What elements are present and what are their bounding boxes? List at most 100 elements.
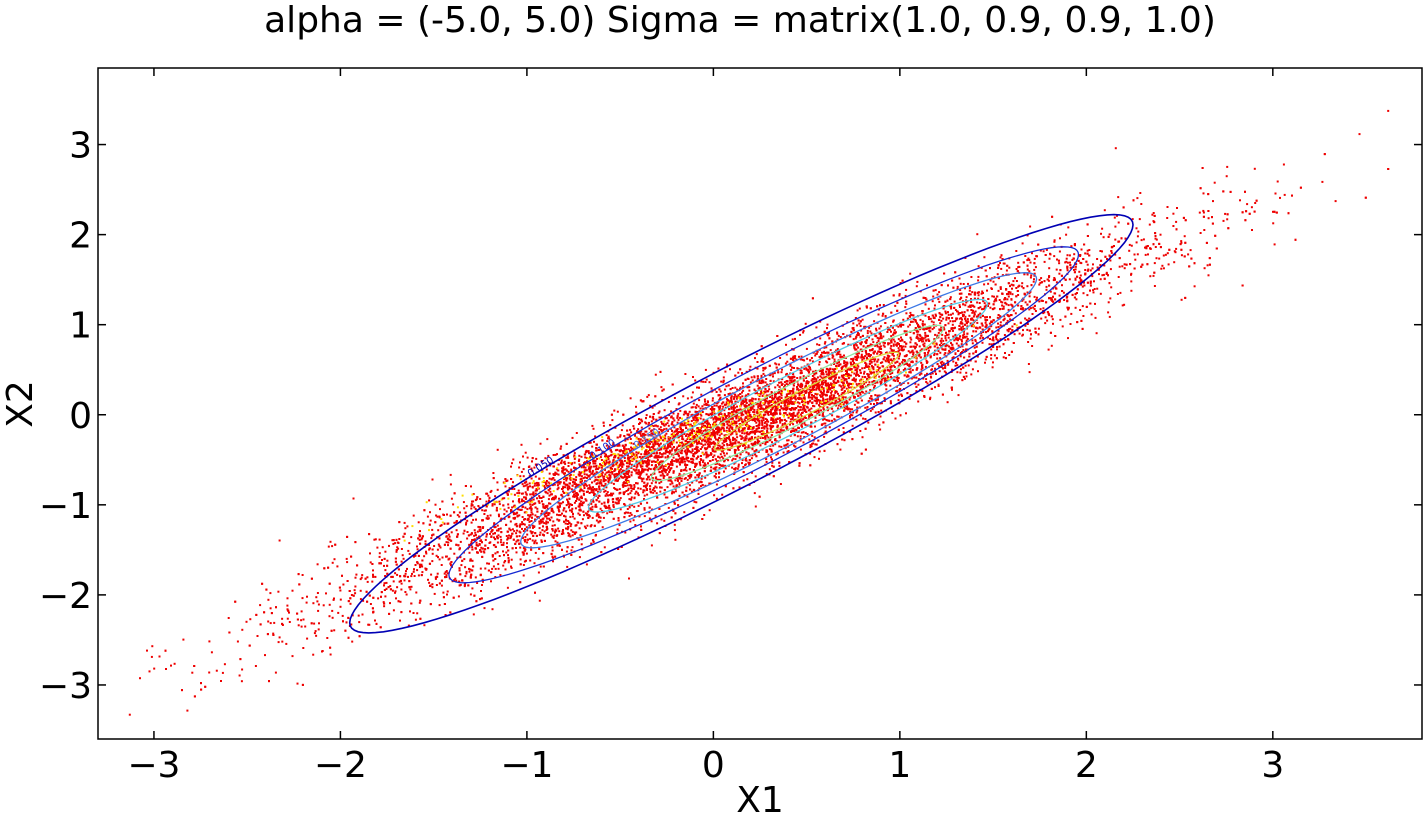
scatter-point xyxy=(614,473,617,476)
scatter-point xyxy=(857,352,860,355)
scatter-point xyxy=(1086,263,1089,266)
scatter-point xyxy=(604,482,607,485)
scatter-point xyxy=(521,521,524,524)
scatter-point xyxy=(1096,266,1099,269)
scatter-point xyxy=(605,461,608,464)
scatter-point xyxy=(1029,261,1032,264)
scatter-point xyxy=(1134,258,1137,261)
scatter-point xyxy=(532,494,535,497)
scatter-point xyxy=(641,480,644,483)
scatter-point xyxy=(405,593,408,596)
scatter-point xyxy=(699,413,702,416)
scatter-point xyxy=(507,554,509,557)
scatter-point xyxy=(673,426,676,429)
scatter-point xyxy=(620,429,623,432)
scatter-point xyxy=(551,529,554,532)
scatter-point xyxy=(1026,285,1029,288)
scatter-point xyxy=(535,489,538,492)
scatter-point xyxy=(785,443,788,446)
scatter-point xyxy=(541,520,544,523)
scatter-point xyxy=(668,471,671,474)
scatter-point xyxy=(856,309,859,312)
scatter-point xyxy=(790,441,793,443)
scatter-point xyxy=(686,450,689,453)
scatter-point xyxy=(880,409,883,412)
scatter-point xyxy=(1172,225,1175,227)
scatter-point xyxy=(547,521,549,524)
scatter-point xyxy=(414,618,417,621)
scatter-point xyxy=(769,396,772,398)
scatter-point xyxy=(637,487,640,490)
scatter-point xyxy=(791,402,794,405)
scatter-point xyxy=(300,610,303,613)
scatter-point xyxy=(761,421,764,423)
scatter-point xyxy=(406,567,408,570)
scatter-point xyxy=(1066,254,1069,257)
scatter-point xyxy=(762,360,765,363)
scatter-point xyxy=(654,373,657,376)
scatter-point xyxy=(837,415,840,418)
scatter-point xyxy=(822,390,825,393)
scatter-point xyxy=(604,489,607,492)
scatter-point xyxy=(1161,264,1164,267)
scatter-point xyxy=(593,494,595,497)
scatter-point xyxy=(625,490,628,492)
scatter-point xyxy=(905,312,908,315)
scatter-point xyxy=(465,515,468,518)
scatter-point xyxy=(377,597,380,600)
scatter-point xyxy=(783,381,786,384)
scatter-point xyxy=(961,311,964,314)
scatter-point xyxy=(381,559,383,561)
scatter-point xyxy=(745,398,748,401)
scatter-point xyxy=(905,302,908,305)
scatter-point xyxy=(1068,254,1071,257)
scatter-point xyxy=(794,415,797,417)
scatter-point xyxy=(1007,330,1010,333)
scatter-point xyxy=(729,400,732,403)
scatter-point xyxy=(541,500,543,503)
scatter-point xyxy=(825,376,827,379)
scatter-point xyxy=(538,599,541,602)
scatter-point xyxy=(704,448,707,451)
scatter-point xyxy=(854,358,857,361)
scatter-point xyxy=(893,366,896,368)
scatter-point xyxy=(521,498,524,501)
scatter-point xyxy=(770,456,772,459)
scatter-point xyxy=(730,406,733,409)
scatter-point xyxy=(407,575,409,578)
scatter-point xyxy=(296,682,299,685)
scatter-point xyxy=(736,445,739,448)
scatter-point xyxy=(638,456,641,458)
scatter-point xyxy=(859,430,862,432)
scatter-point xyxy=(927,338,930,341)
scatter-point xyxy=(698,442,701,445)
scatter-point xyxy=(627,489,630,492)
scatter-point xyxy=(845,399,848,402)
scatter-point xyxy=(622,476,625,479)
scatter-point xyxy=(1072,257,1075,260)
scatter-point xyxy=(267,620,270,623)
scatter-point xyxy=(906,364,909,367)
scatter-point xyxy=(1148,223,1151,226)
scatter-point xyxy=(782,407,785,410)
scatter-point xyxy=(482,550,485,553)
scatter-point xyxy=(944,334,947,337)
scatter-point xyxy=(564,472,566,475)
scatter-point xyxy=(883,345,886,348)
scatter-point xyxy=(876,343,878,346)
scatter-point xyxy=(801,401,803,403)
scatter-point xyxy=(585,563,588,566)
scatter-point xyxy=(697,405,700,408)
scatter-point xyxy=(924,374,926,377)
scatter-point xyxy=(534,489,537,492)
scatter-point xyxy=(446,513,448,516)
scatter-point xyxy=(1107,301,1110,304)
scatter-point xyxy=(745,437,748,440)
scatter-point xyxy=(924,331,927,334)
scatter-point xyxy=(1180,298,1183,301)
scatter-point xyxy=(986,316,988,319)
scatter-point xyxy=(1084,269,1087,271)
scatter-point xyxy=(716,418,718,421)
scatter-point xyxy=(929,373,932,375)
scatter-point xyxy=(725,403,727,406)
